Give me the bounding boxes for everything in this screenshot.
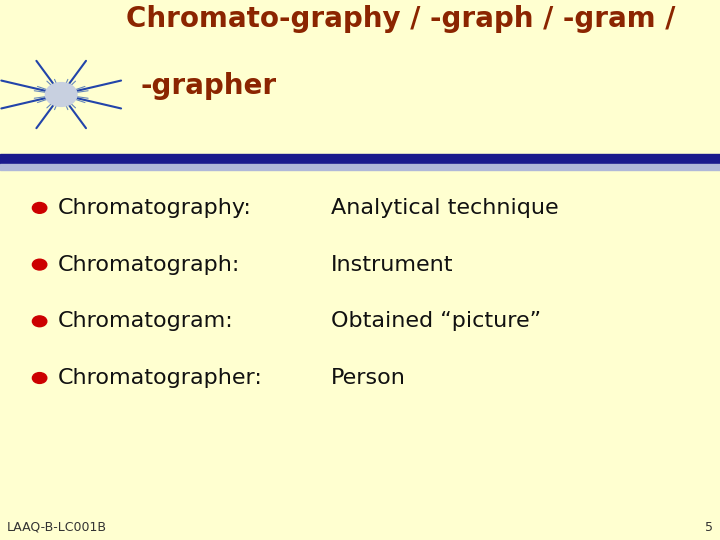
- Text: Obtained “picture”: Obtained “picture”: [331, 311, 541, 332]
- Text: Chromatogram:: Chromatogram:: [58, 311, 233, 332]
- Text: Analytical technique: Analytical technique: [331, 198, 559, 218]
- Text: -grapher: -grapher: [140, 72, 276, 100]
- Bar: [0, 154, 720, 164]
- Text: Chromatographer:: Chromatographer:: [58, 368, 263, 388]
- Text: LAAQ-B-LC001B: LAAQ-B-LC001B: [7, 521, 107, 534]
- Text: Chromato-graphy / -graph / -gram /: Chromato-graphy / -graph / -gram /: [126, 5, 675, 33]
- Text: 5: 5: [705, 521, 713, 534]
- Circle shape: [45, 83, 77, 106]
- Text: Instrument: Instrument: [331, 254, 454, 275]
- Circle shape: [32, 259, 47, 270]
- Text: Chromatograph:: Chromatograph:: [58, 254, 240, 275]
- Text: Chromatography:: Chromatography:: [58, 198, 251, 218]
- Circle shape: [32, 202, 47, 213]
- Bar: [0, 164, 720, 170]
- Circle shape: [32, 316, 47, 327]
- Text: Person: Person: [331, 368, 406, 388]
- Circle shape: [32, 373, 47, 383]
